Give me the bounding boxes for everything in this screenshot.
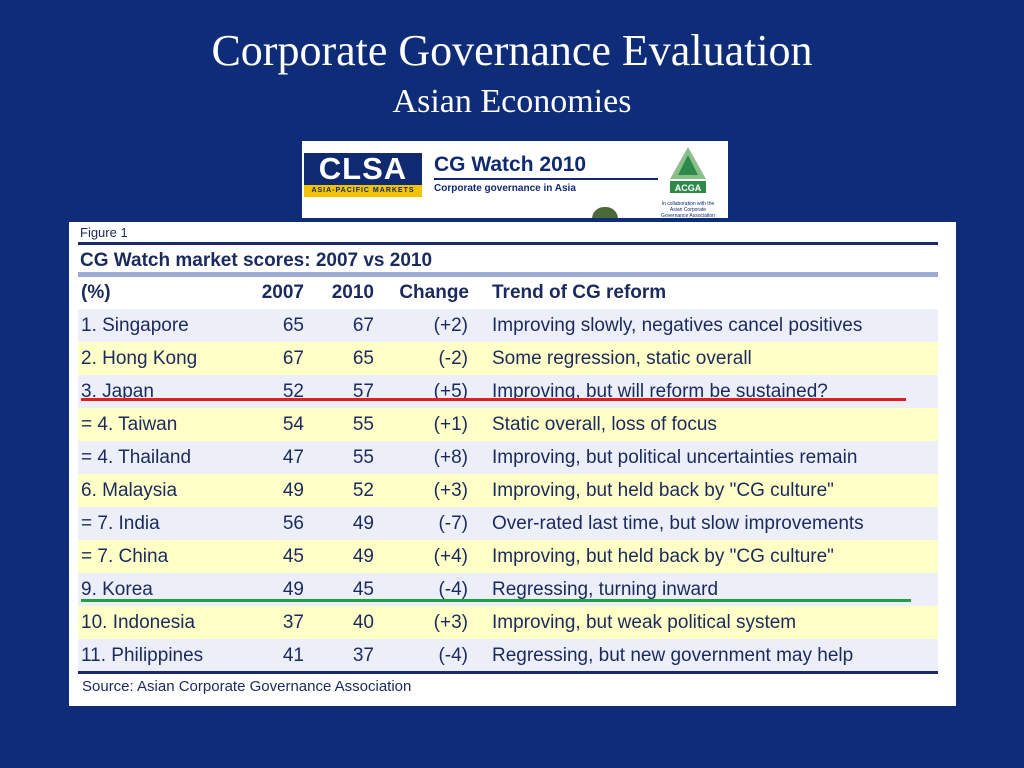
clsa-logo: CLSA ASIA-PACIFIC MARKETS [304, 153, 422, 197]
score-2010-cell: 55 [352, 447, 374, 468]
change-cell: (+1) [433, 414, 468, 435]
score-2010-cell: 40 [352, 612, 374, 633]
score-2007-cell: 49 [282, 579, 304, 600]
market-cell: 1. Singapore [81, 315, 189, 336]
trend-cell: Some regression, static overall [492, 348, 752, 369]
acga-note: In collaboration with the Asian Corporat… [661, 201, 715, 218]
table-row: = 7. India 56 49 (-7) Over-rated last ti… [78, 507, 938, 540]
report-subtitle: Corporate governance in Asia [434, 183, 576, 194]
trend-cell: Regressing, turning inward [492, 579, 719, 600]
change-cell: (+3) [433, 612, 468, 633]
change-cell: (-2) [438, 348, 468, 369]
market-cell: 3. Japan [81, 381, 154, 402]
score-2007-cell: 54 [282, 414, 304, 435]
market-cell: = 4. Taiwan [81, 414, 178, 435]
change-cell: (-4) [438, 645, 468, 666]
report-title: CG Watch 2010 [434, 153, 587, 176]
score-2007-cell: 47 [282, 447, 304, 468]
clsa-logo-text: CLSA [304, 153, 422, 185]
red-divider-line [81, 398, 906, 401]
slide-subtitle: Asian Economies [392, 83, 632, 120]
trend-cell: Improving, but weak political system [492, 612, 797, 633]
change-cell: (+4) [433, 546, 468, 567]
column-header-trend: Trend of CG reform [492, 282, 667, 303]
market-cell: 10. Indonesia [81, 612, 196, 633]
trend-cell: Improving, but will reform be sustained? [492, 381, 828, 402]
market-cell: 2. Hong Kong [81, 348, 198, 369]
score-2010-cell: 65 [352, 348, 374, 369]
change-cell: (+8) [433, 447, 468, 468]
figure-label: Figure 1 [80, 225, 128, 240]
column-header-2010: 2010 [331, 282, 374, 303]
figure-title: CG Watch market scores: 2007 vs 2010 [80, 250, 433, 271]
table-row: 10. Indonesia 37 40 (+3) Improving, but … [78, 606, 938, 639]
score-2007-cell: 67 [282, 348, 304, 369]
change-cell: (-4) [438, 579, 468, 600]
table-row: = 4. Thailand 47 55 (+8) Improving, but … [78, 441, 938, 474]
table-row: 11. Philippines 41 37 (-4) Regressing, b… [78, 639, 938, 672]
trend-cell: Static overall, loss of focus [492, 414, 717, 435]
score-2010-cell: 67 [352, 315, 374, 336]
score-2010-cell: 37 [352, 645, 374, 666]
banner-plant-graphic [592, 207, 618, 218]
report-title-rule [434, 178, 658, 180]
change-cell: (+2) [433, 315, 468, 336]
trend-cell: Improving, but political uncertainties r… [492, 447, 858, 468]
market-cell: = 4. Thailand [81, 447, 192, 468]
score-2007-cell: 56 [282, 513, 304, 534]
column-header-change: Change [399, 282, 469, 303]
trend-cell: Regressing, but new government may help [492, 645, 854, 666]
trend-cell: Improving slowly, negatives cancel posit… [492, 315, 863, 336]
change-cell: (-7) [438, 513, 468, 534]
market-cell: 11. Philippines [81, 645, 204, 666]
trend-cell: Improving, but held back by "CG culture" [492, 480, 834, 501]
market-cell: = 7. India [81, 513, 160, 534]
slide-title: Corporate Governance Evaluation [211, 26, 813, 75]
market-cell: = 7. China [81, 546, 169, 567]
score-2007-cell: 49 [282, 480, 304, 501]
score-2010-cell: 55 [352, 414, 374, 435]
table-header: (%) 2007 2010 Change Trend of CG reform [69, 278, 956, 308]
table-row: 6. Malaysia 49 52 (+3) Improving, but he… [78, 474, 938, 507]
table-row: 3. Japan 52 57 (+5) Improving, but will … [78, 375, 938, 408]
trend-cell: Improving, but held back by "CG culture" [492, 546, 834, 567]
score-2007-cell: 65 [282, 315, 304, 336]
column-header-2007: 2007 [261, 282, 304, 303]
score-2010-cell: 49 [352, 546, 374, 567]
score-2007-cell: 41 [282, 645, 304, 666]
acga-logo-text: ACGA [675, 183, 702, 193]
figure-bottom-rule [78, 671, 938, 674]
clsa-tagline: ASIA-PACIFIC MARKETS [304, 185, 422, 197]
score-2010-cell: 52 [352, 480, 374, 501]
column-header-market: (%) [81, 282, 111, 303]
figure-source: Source: Asian Corporate Governance Assoc… [82, 678, 412, 695]
figure-top-rule [78, 242, 938, 245]
change-cell: (+3) [433, 480, 468, 501]
score-2007-cell: 52 [282, 381, 304, 402]
change-cell: (+5) [433, 381, 468, 402]
score-2010-cell: 49 [352, 513, 374, 534]
acga-logo-icon: ACGA [670, 147, 706, 193]
table-row: = 4. Taiwan 54 55 (+1) Static overall, l… [78, 408, 938, 441]
table-row: 1. Singapore 65 67 (+2) Improving slowly… [78, 309, 938, 342]
table-row: = 7. China 45 49 (+4) Improving, but hel… [78, 540, 938, 573]
market-cell: 6. Malaysia [81, 480, 178, 501]
score-2010-cell: 57 [352, 381, 374, 402]
score-2007-cell: 45 [282, 546, 304, 567]
cg-watch-banner: CLSA ASIA-PACIFIC MARKETS CG Watch 2010 … [302, 141, 728, 218]
trend-cell: Over-rated last time, but slow improveme… [492, 513, 864, 534]
market-cell: 9. Korea [81, 579, 153, 600]
figure-title-rule [78, 272, 938, 277]
score-2007-cell: 37 [282, 612, 304, 633]
table-row: 2. Hong Kong 67 65 (-2) Some regression,… [78, 342, 938, 375]
score-2010-cell: 45 [352, 579, 374, 600]
cg-watch-figure: Figure 1 CG Watch market scores: 2007 vs… [69, 222, 956, 706]
green-divider-line [81, 599, 911, 602]
